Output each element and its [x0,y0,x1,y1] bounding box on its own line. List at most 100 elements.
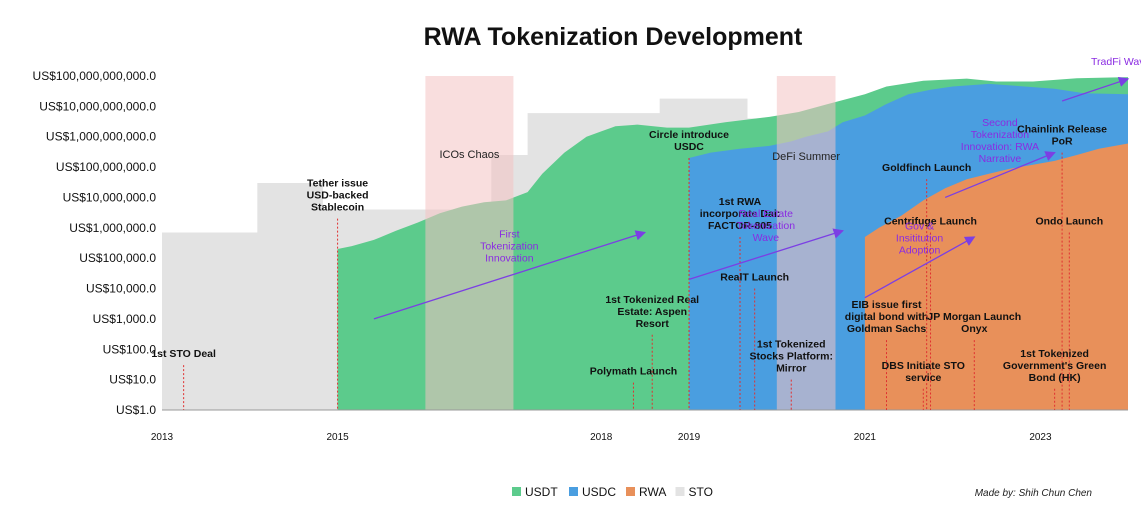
event-label-line: Circle introduce [649,129,729,141]
event-label-line: Government's Green [1003,360,1106,372]
event-label-line: 1st RWA [719,196,762,208]
event-label: Goldfinch Launch [882,162,971,174]
wave-label-line: Tokenization [480,241,539,253]
wave-label-line: Innovation: RWA [961,141,1039,153]
event-label-line: Onyx [961,323,987,335]
legend-swatch-usdc [569,487,578,496]
event-markers: 1st STO Deal Tether issue USD-backed Stable… [151,124,1107,410]
event-label: EIB issue first digital bond with Goldman … [845,299,928,335]
event-label-line: PoR [1052,136,1073,148]
wave-label-line: Tokenization [971,129,1030,141]
event-label-line: Tether issue [307,178,368,190]
event-label-line: JP Morgan Launch [927,311,1021,323]
event-label: 1st STO Deal [151,348,216,360]
legend-swatch-usdt [512,487,521,496]
event-label: DBS Initiate STO service [882,360,965,384]
event-label-line: Polymath Launch [590,366,678,378]
event-label-line: FACTOR-805 [708,220,772,232]
event-label-line: Centrifuge Launch [884,216,977,228]
wave-label-line: TradFi Wave?! [1091,56,1141,68]
shaded-period-label: ICOs Chaos [439,149,499,161]
event-label-line: Estate: Aspen [617,306,687,318]
event-label-line: Stocks Platform: [750,351,833,363]
event-label-line: 1st Tokenized [1020,348,1089,360]
wave-label-line: Adoption [899,244,941,256]
event-label-line: USD-backed [307,190,369,202]
event-label-line: 1st Tokenized Real [605,294,699,306]
shaded-period [425,76,514,410]
y-tick-label: US$1,000,000,000.0 [46,130,156,144]
event-label-line: RealT Launch [720,272,789,284]
x-tick-label: 2018 [590,432,613,443]
event-label-line: Bond (HK) [1029,372,1081,384]
wave-label-line: Second [982,117,1018,129]
event-label-line: EIB issue first [851,299,922,311]
legend-label-sto: STO [689,485,713,499]
y-tick-label: US$100,000,000.0 [56,160,156,174]
y-tick-label: US$10,000,000.0 [63,190,157,204]
wave-label: Real Estate Tokenization Wave [737,208,796,244]
event-label: 1st RWA incorporate Dai: FACTOR-805 [700,196,781,232]
chart-title: RWA Tokenization Development [424,23,803,51]
event-label-line: USDC [674,141,704,153]
event-label-line: Ondo Launch [1035,216,1103,228]
event-label: 1st Tokenized Government's Green Bond (HK) [1003,348,1106,384]
event-label-line: digital bond with [845,311,928,323]
event-label-line: incorporate Dai: [700,208,781,220]
wave-label: Second Tokenization Innovation: RWA Narrati… [961,117,1039,165]
event-label: Centrifuge Launch [884,216,977,228]
wave-label: Gov & Insititution Adoption [896,220,943,256]
legend-swatch-rwa [626,487,635,496]
y-tick-label: US$1,000.0 [93,312,157,326]
event-label-line: 1st STO Deal [151,348,216,360]
event-label: Tether issue USD-backed Stablecoin [307,178,369,214]
shaded-periods: ICOs Chaos DeFi Summer [425,76,840,410]
event-label-line: Resort [636,318,670,330]
wave-label-line: Real Estate [739,208,793,220]
event-label: Ondo Launch [1035,216,1103,228]
y-tick-label: US$10.0 [109,373,156,387]
wave-label: TradFi Wave?! [1091,56,1141,68]
y-tick-label: US$1.0 [116,403,156,417]
y-tick-label: US$100,000,000,000.0 [33,69,157,83]
shaded-period-label: DeFi Summer [772,151,840,163]
legend-swatch-sto [675,487,685,496]
wave-label-line: First [499,229,519,241]
event-label-line: Goldman Sachs [847,323,927,335]
wave-label-line: Gov & [905,220,934,232]
x-tick-label: 2013 [151,432,174,443]
event-label-line: Stablecoin [311,202,364,214]
wave-arrow [864,236,976,299]
wave-arrow [1061,76,1130,102]
y-tick-label: US$100.0 [103,342,157,356]
event-label-line: DBS Initiate STO [882,360,965,372]
wave-label-line: Innovation [485,253,534,265]
event-label-line: 1st Tokenized [757,339,826,351]
event-label-line: service [905,372,941,384]
x-tick-label: 2015 [326,432,349,443]
event-label-line: Mirror [776,363,806,375]
event-label: RealT Launch [720,272,789,284]
event-label: JP Morgan Launch Onyx [927,311,1021,335]
wave-arrow [688,228,844,281]
wave-label-line: Tokenization [737,220,796,232]
x-tick-label: 2023 [1029,432,1052,443]
x-tick-label: 2021 [854,432,877,443]
event-label: Chainlink Release PoR [1017,124,1107,148]
wave-arrow [944,151,1056,199]
legend: USDT USDC RWA STO [512,485,713,499]
y-tick-label: US$1,000,000.0 [69,221,156,235]
event-label: 1st Tokenized Stocks Platform: Mirror [750,339,833,375]
wave-label: First Tokenization Innovation [480,229,539,265]
wave-label-line: Insititution [896,232,943,244]
event-label-line: Chainlink Release [1017,124,1107,136]
wave-label-line: Wave [753,232,780,244]
legend-label-usdt: USDT [525,485,558,499]
event-label: 1st Tokenized Real Estate: Aspen Resort [605,294,699,330]
y-tick-label: US$10,000,000,000.0 [39,99,156,113]
event-label: Polymath Launch [590,366,678,378]
credit-text: Made by: Shih Chun Chen [975,488,1093,499]
wave-label-line: Narrative [979,153,1022,165]
